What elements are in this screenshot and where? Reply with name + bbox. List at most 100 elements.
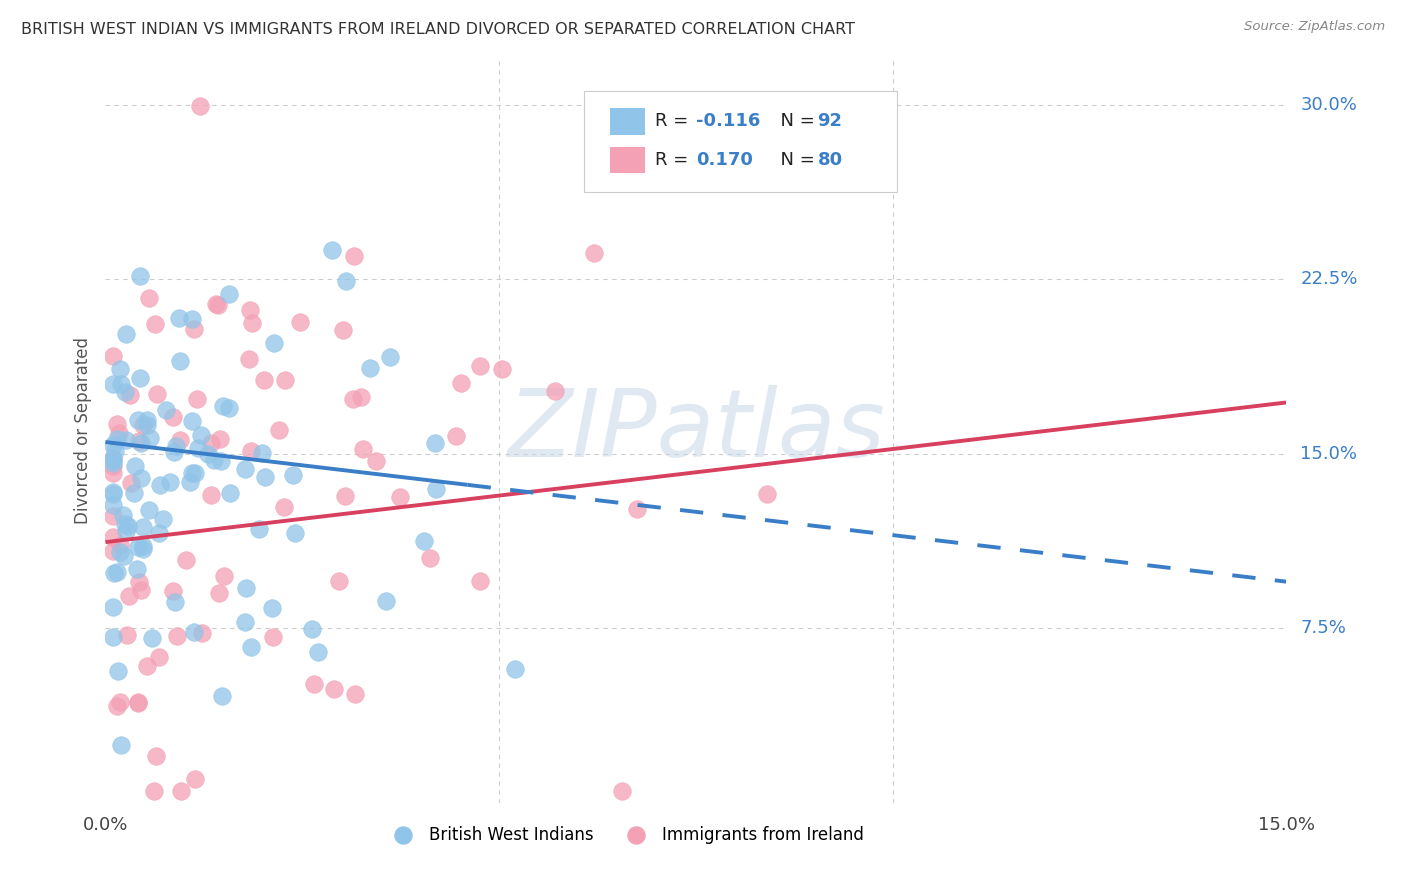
Point [108,361,131,376]
Bar [610,108,645,135]
Point [143,317,166,331]
Point [162,409,184,424]
Point [135,659,157,673]
Text: R =: R = [655,151,693,169]
Point [141,632,163,646]
Point [262,601,284,615]
Point [169,354,191,368]
Point [129,470,152,484]
Point [115,327,138,342]
Point [207,298,229,312]
Point [186,392,208,406]
Point [127,540,149,554]
Point [612,784,634,798]
Point [103,530,125,544]
Point [187,441,209,455]
Point [212,569,235,583]
Point [302,677,325,691]
Point [103,450,125,465]
Point [114,516,136,531]
Point [103,631,125,645]
Point [128,575,150,590]
Point [180,414,202,428]
Point [128,269,150,284]
Point [129,582,152,597]
Point [202,453,225,467]
Point [288,316,311,330]
Point [163,445,186,459]
Bar [610,146,645,173]
Point [283,467,305,482]
Point [103,600,125,615]
Point [209,454,232,468]
Point [335,274,357,288]
Point [103,459,125,474]
Text: N =: N = [769,112,821,130]
Point [218,401,240,415]
Point [103,349,125,363]
Point [267,423,290,437]
Point [169,311,191,326]
Point [321,243,343,257]
Point [112,549,135,563]
Point [543,384,565,398]
Point [103,376,125,391]
Point [247,522,270,536]
Point [262,630,284,644]
Text: R =: R = [655,112,693,130]
Point [239,640,262,654]
Point [328,574,350,588]
Text: BRITISH WEST INDIAN VS IMMIGRANTS FROM IRELAND DIVORCED OR SEPARATED CORRELATION: BRITISH WEST INDIAN VS IMMIGRANTS FROM I… [21,22,855,37]
Text: N =: N = [769,151,821,169]
Point [103,498,125,512]
Point [103,566,125,580]
Point [169,434,191,448]
Point [301,622,323,636]
Point [425,482,447,496]
Point [110,377,132,392]
Point [108,695,131,709]
Point [132,417,155,432]
Point [468,359,491,374]
Point [756,487,779,501]
Point [388,490,411,504]
Point [127,412,149,426]
Point [163,595,186,609]
Point [188,98,211,112]
Point [165,439,187,453]
Point [117,519,139,533]
Text: Source: ZipAtlas.com: Source: ZipAtlas.com [1244,20,1385,33]
Point [152,512,174,526]
Point [146,386,169,401]
Point [375,594,398,608]
Point [211,690,233,704]
Point [120,476,142,491]
Point [184,772,207,787]
Point [218,287,240,301]
Legend: British West Indians, Immigrants from Ireland: British West Indians, Immigrants from Ir… [380,819,870,850]
Point [218,486,240,500]
Point [105,432,128,446]
Point [444,428,467,442]
Point [191,626,214,640]
Text: ZIPatlas: ZIPatlas [508,384,884,476]
Point [118,589,141,603]
Point [136,413,159,427]
Point [583,246,606,260]
Point [103,438,125,452]
Point [159,475,181,489]
Point [250,446,273,460]
Point [208,586,231,600]
Point [181,467,204,481]
Point [103,467,125,481]
Point [360,360,382,375]
Point [105,698,128,713]
Point [117,628,139,642]
Point [138,502,160,516]
Point [129,436,152,450]
Point [149,478,172,492]
Text: 15.0%: 15.0% [1301,445,1357,463]
Point [273,500,295,514]
Point [208,432,231,446]
Point [166,629,188,643]
